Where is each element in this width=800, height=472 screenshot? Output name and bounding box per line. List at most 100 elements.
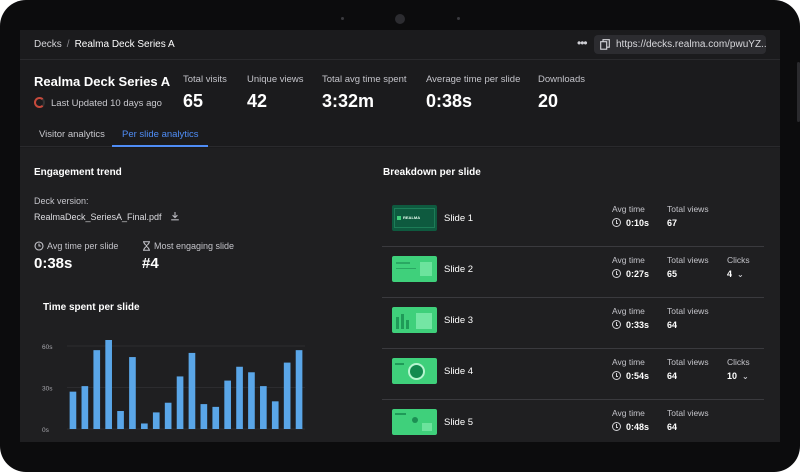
share-url: https://decks.realma.com/pwuYZ... [616,39,766,50]
avg-time-label: Avg time [612,306,645,316]
thumbnail-box [422,423,432,431]
slide-name: Slide 2 [444,264,474,275]
analytics-tabs: Visitor analytics Per slide analytics [20,122,780,147]
stat-label: Unique views [247,74,304,85]
tab-visitor-analytics[interactable]: Visitor analytics [39,129,105,140]
avg-time-text: 0:54s [626,371,650,381]
avg-time-value: 0:48s [612,422,649,432]
copy-icon[interactable] [600,39,610,50]
more-options-icon[interactable]: ••• [577,36,588,50]
thumbnail-box [420,262,432,276]
slide-thumbnail [392,307,437,333]
time-spent-bar-chart: 60s 30s 0s [42,340,305,434]
avg-time-text: 0:27s [626,269,650,279]
avg-time-value: 0:54s [612,371,649,381]
sensor-dot [341,17,344,20]
camera-icon [395,14,405,24]
breadcrumb-decks[interactable]: Decks [34,39,62,50]
stat-value: 20 [538,91,559,111]
slide-row[interactable]: Slide 2 Avg time 0:27s Total views 65 Cl… [382,247,764,298]
bar-slide-17[interactable] [260,386,267,429]
update-status-icon [34,97,45,108]
avg-time-label: Avg time [612,204,645,214]
total-views-value: 64 [667,320,678,330]
avg-time-label: Avg time [612,357,645,367]
bar-slide-10[interactable] [176,376,184,429]
bar-slide-9[interactable] [164,402,172,429]
most-engaging-slide-text: Most engaging slide [154,241,235,251]
bar-slide-18[interactable] [271,401,279,429]
breadcrumb-current: Realma Deck Series A [74,39,175,50]
avg-time-text: 0:33s [626,320,650,330]
stat-total-visits: Total visits 65 [183,74,227,112]
slide-row[interactable]: Slide 5 Avg time 0:48s Total views 64 [382,400,764,442]
most-engaging-slide-label: Most engaging slide [142,241,234,251]
bar-slide-15[interactable] [236,366,243,429]
thumbnail-bar [406,320,409,329]
slide-thumbnail [392,358,437,384]
slide-row[interactable]: Slide 4 Avg time 0:54s Total views 64 Cl… [382,349,764,400]
bar-slide-19[interactable] [283,362,291,429]
stat-value: 65 [183,91,204,111]
bar-slide-16[interactable] [248,372,255,429]
most-engaging-slide-value: #4 [142,255,159,272]
bar-slide-6[interactable] [129,357,136,429]
bar-slide-5[interactable] [117,411,124,429]
app-screen: Decks / Realma Deck Series A ••• https://d… [20,30,780,442]
stat-avg-time-per-slide: Average time per slide 0:38s [426,74,520,112]
bar-slide-8[interactable] [152,412,160,429]
y-tick-label: 0s [42,427,50,434]
stat-downloads: Downloads 20 [538,74,585,112]
stat-label: Total visits [183,74,227,85]
slide-row[interactable]: Slide 3 Avg time 0:33s Total views 64 [382,298,764,349]
total-views-value: 64 [667,371,678,381]
thumbnail-box [416,313,432,329]
thumbnail-bar [396,317,399,329]
breadcrumb: Decks / Realma Deck Series A [34,39,175,50]
clicks-value: 4 [727,269,733,279]
slide-row[interactable]: REALMA Slide 1 Avg time 0:10s Total view… [382,196,764,247]
bar-slide-1[interactable] [69,391,77,429]
slide-thumbnail [392,256,437,282]
side-button [797,62,800,122]
bar-slide-14[interactable] [224,380,231,429]
realma-logo-icon [397,216,401,220]
last-updated-text: Last Updated 10 days ago [51,98,162,109]
total-views-label: Total views [667,306,709,316]
total-views-label: Total views [667,204,709,214]
bar-slide-7[interactable] [141,423,148,429]
thumbnail-line [395,363,404,365]
deck-version-file[interactable]: RealmaDeck_SeriesA_Final.pdf [34,212,162,222]
avg-time-value: 0:27s [612,269,649,279]
chevron-down-icon: ⌄ [742,372,749,381]
download-icon[interactable] [170,211,180,221]
bar-slide-2[interactable] [81,386,89,429]
bar-slide-12[interactable] [200,404,208,429]
clock-icon [612,218,621,227]
avg-time-value: 0:33s [612,320,649,330]
share-url-box[interactable]: https://decks.realma.com/pwuYZ... [594,35,766,54]
thumbnail-line [395,413,406,415]
bar-slide-4[interactable] [105,340,112,429]
thumbnail-circle [408,363,425,380]
avg-time-text: 0:48s [626,422,650,432]
slide-name: Slide 4 [444,366,474,377]
breadcrumb-separator: / [66,39,70,50]
bar-slide-13[interactable] [212,406,220,429]
avg-time-per-slide-label: Avg time per slide [34,241,118,251]
chevron-down-icon: ⌄ [737,270,744,279]
clicks-dropdown[interactable]: 4 ⌄ [727,269,744,279]
avg-time-label: Avg time [612,408,645,418]
bar-slide-20[interactable] [295,350,303,429]
avg-time-value: 0:10s [612,218,649,228]
total-views-label: Total views [667,255,709,265]
hourglass-icon [143,241,150,251]
bar-slide-11[interactable] [188,352,196,429]
sensor-dot [457,17,460,20]
bar-slide-3[interactable] [93,350,101,429]
slide-thumbnail: REALMA [392,205,437,231]
tab-per-slide-analytics[interactable]: Per slide analytics [122,129,199,140]
thumbnail-line [396,268,416,269]
clicks-dropdown[interactable]: 10 ⌄ [727,371,749,381]
